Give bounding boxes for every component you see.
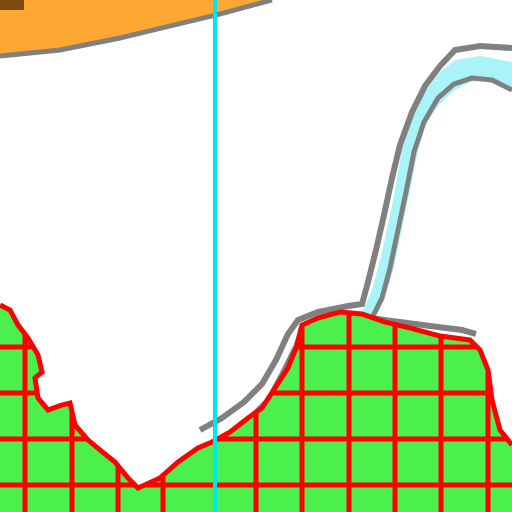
road-dark-patch: [0, 0, 24, 10]
road-segment: [0, 0, 273, 59]
road-lower-edge: [0, 0, 273, 59]
road-fill: [0, 0, 272, 56]
land-border: [0, 302, 512, 491]
river-bank-outer: [198, 42, 512, 433]
land-fill: [0, 305, 512, 512]
